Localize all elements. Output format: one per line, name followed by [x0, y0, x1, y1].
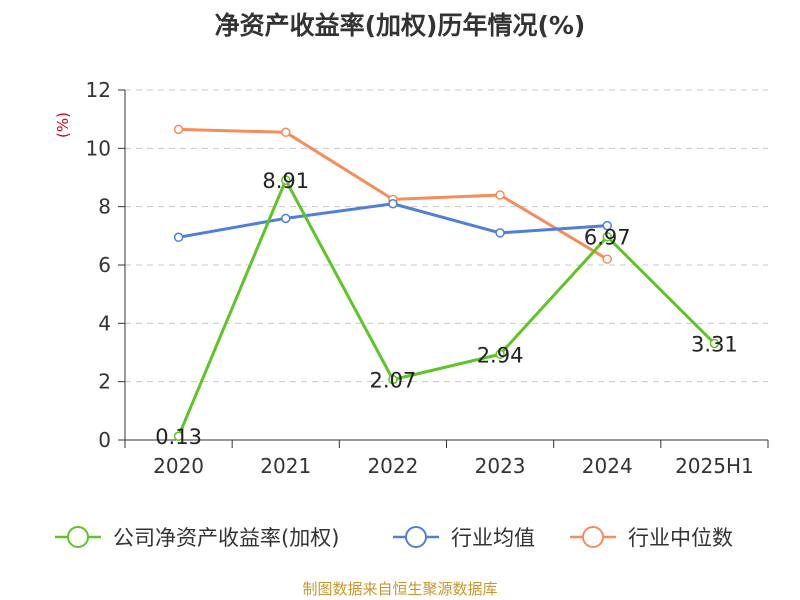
- data-point: [602, 220, 612, 231]
- data-point: [281, 127, 291, 138]
- series-0: [173, 175, 720, 441]
- legend-item: 公司净资产收益率(加权): [55, 526, 339, 550]
- data-point: [602, 254, 612, 264]
- y-tick-label: 0: [98, 428, 111, 452]
- series-2: [173, 124, 612, 264]
- data-label: 8.91: [262, 169, 309, 193]
- data-point: [173, 431, 184, 441]
- legend: 公司净资产收益率(加权) 行业均值 行业中位数: [55, 526, 733, 550]
- y-tick-label: 6: [98, 253, 111, 277]
- legend-swatch-marker: [582, 526, 604, 548]
- y-tick-label: 8: [98, 195, 111, 219]
- x-tick-label: 2024: [582, 454, 633, 478]
- legend-item: 行业中位数: [570, 526, 733, 550]
- series-1: [173, 199, 612, 243]
- legend-label: 行业均值: [451, 526, 535, 550]
- y-tick-label: 10: [86, 136, 111, 160]
- data-label: 6.97: [584, 226, 631, 250]
- source-note: 制图数据来自恒生聚源数据库: [302, 580, 498, 598]
- data-point: [281, 213, 291, 224]
- grid-lines: [125, 89, 768, 383]
- legend-item: 行业均值: [393, 526, 535, 550]
- data-labels: 0.13 8.91 2.07 2.94 6.97 3.31: [155, 169, 738, 449]
- data-point: [709, 338, 720, 349]
- x-tick-label: 2023: [475, 454, 526, 478]
- data-point: [173, 232, 184, 243]
- chart-title: 净资产收益率(加权)历年情况(%): [214, 11, 586, 40]
- y-tick-label: 12: [86, 78, 111, 102]
- data-point: [495, 349, 505, 359]
- x-tick-label: 2021: [260, 454, 311, 478]
- data-point: [495, 190, 505, 200]
- data-point: [281, 175, 291, 185]
- y-tick-label: 4: [98, 311, 111, 335]
- legend-label: 公司净资产收益率(加权): [113, 526, 339, 550]
- data-point: [388, 199, 398, 209]
- legend-swatch-marker: [67, 526, 89, 548]
- legend-swatch-marker: [405, 526, 427, 548]
- data-label: 2.94: [477, 343, 524, 367]
- y-tick-label: 2: [98, 370, 111, 394]
- x-tick-label: 2020: [153, 454, 204, 478]
- data-label: 0.13: [155, 425, 202, 449]
- series-line: [178, 127, 609, 261]
- series-line: [177, 178, 716, 437]
- data-point: [495, 228, 505, 238]
- data-point: [602, 231, 612, 242]
- axes: 0 2 4 6 8 10 12 2020 2021 2022 2023 2024 2025H1: [86, 78, 769, 478]
- data-point: [388, 374, 398, 385]
- data-label: 3.31: [691, 332, 738, 356]
- series: [173, 124, 720, 441]
- legend-label: 行业中位数: [628, 526, 733, 550]
- x-tick-label: 2025H1: [675, 454, 754, 478]
- x-tick-label: 2022: [367, 454, 418, 478]
- y-axis-label: (%): [54, 112, 72, 138]
- data-label: 2.07: [370, 369, 417, 393]
- data-point: [173, 124, 184, 135]
